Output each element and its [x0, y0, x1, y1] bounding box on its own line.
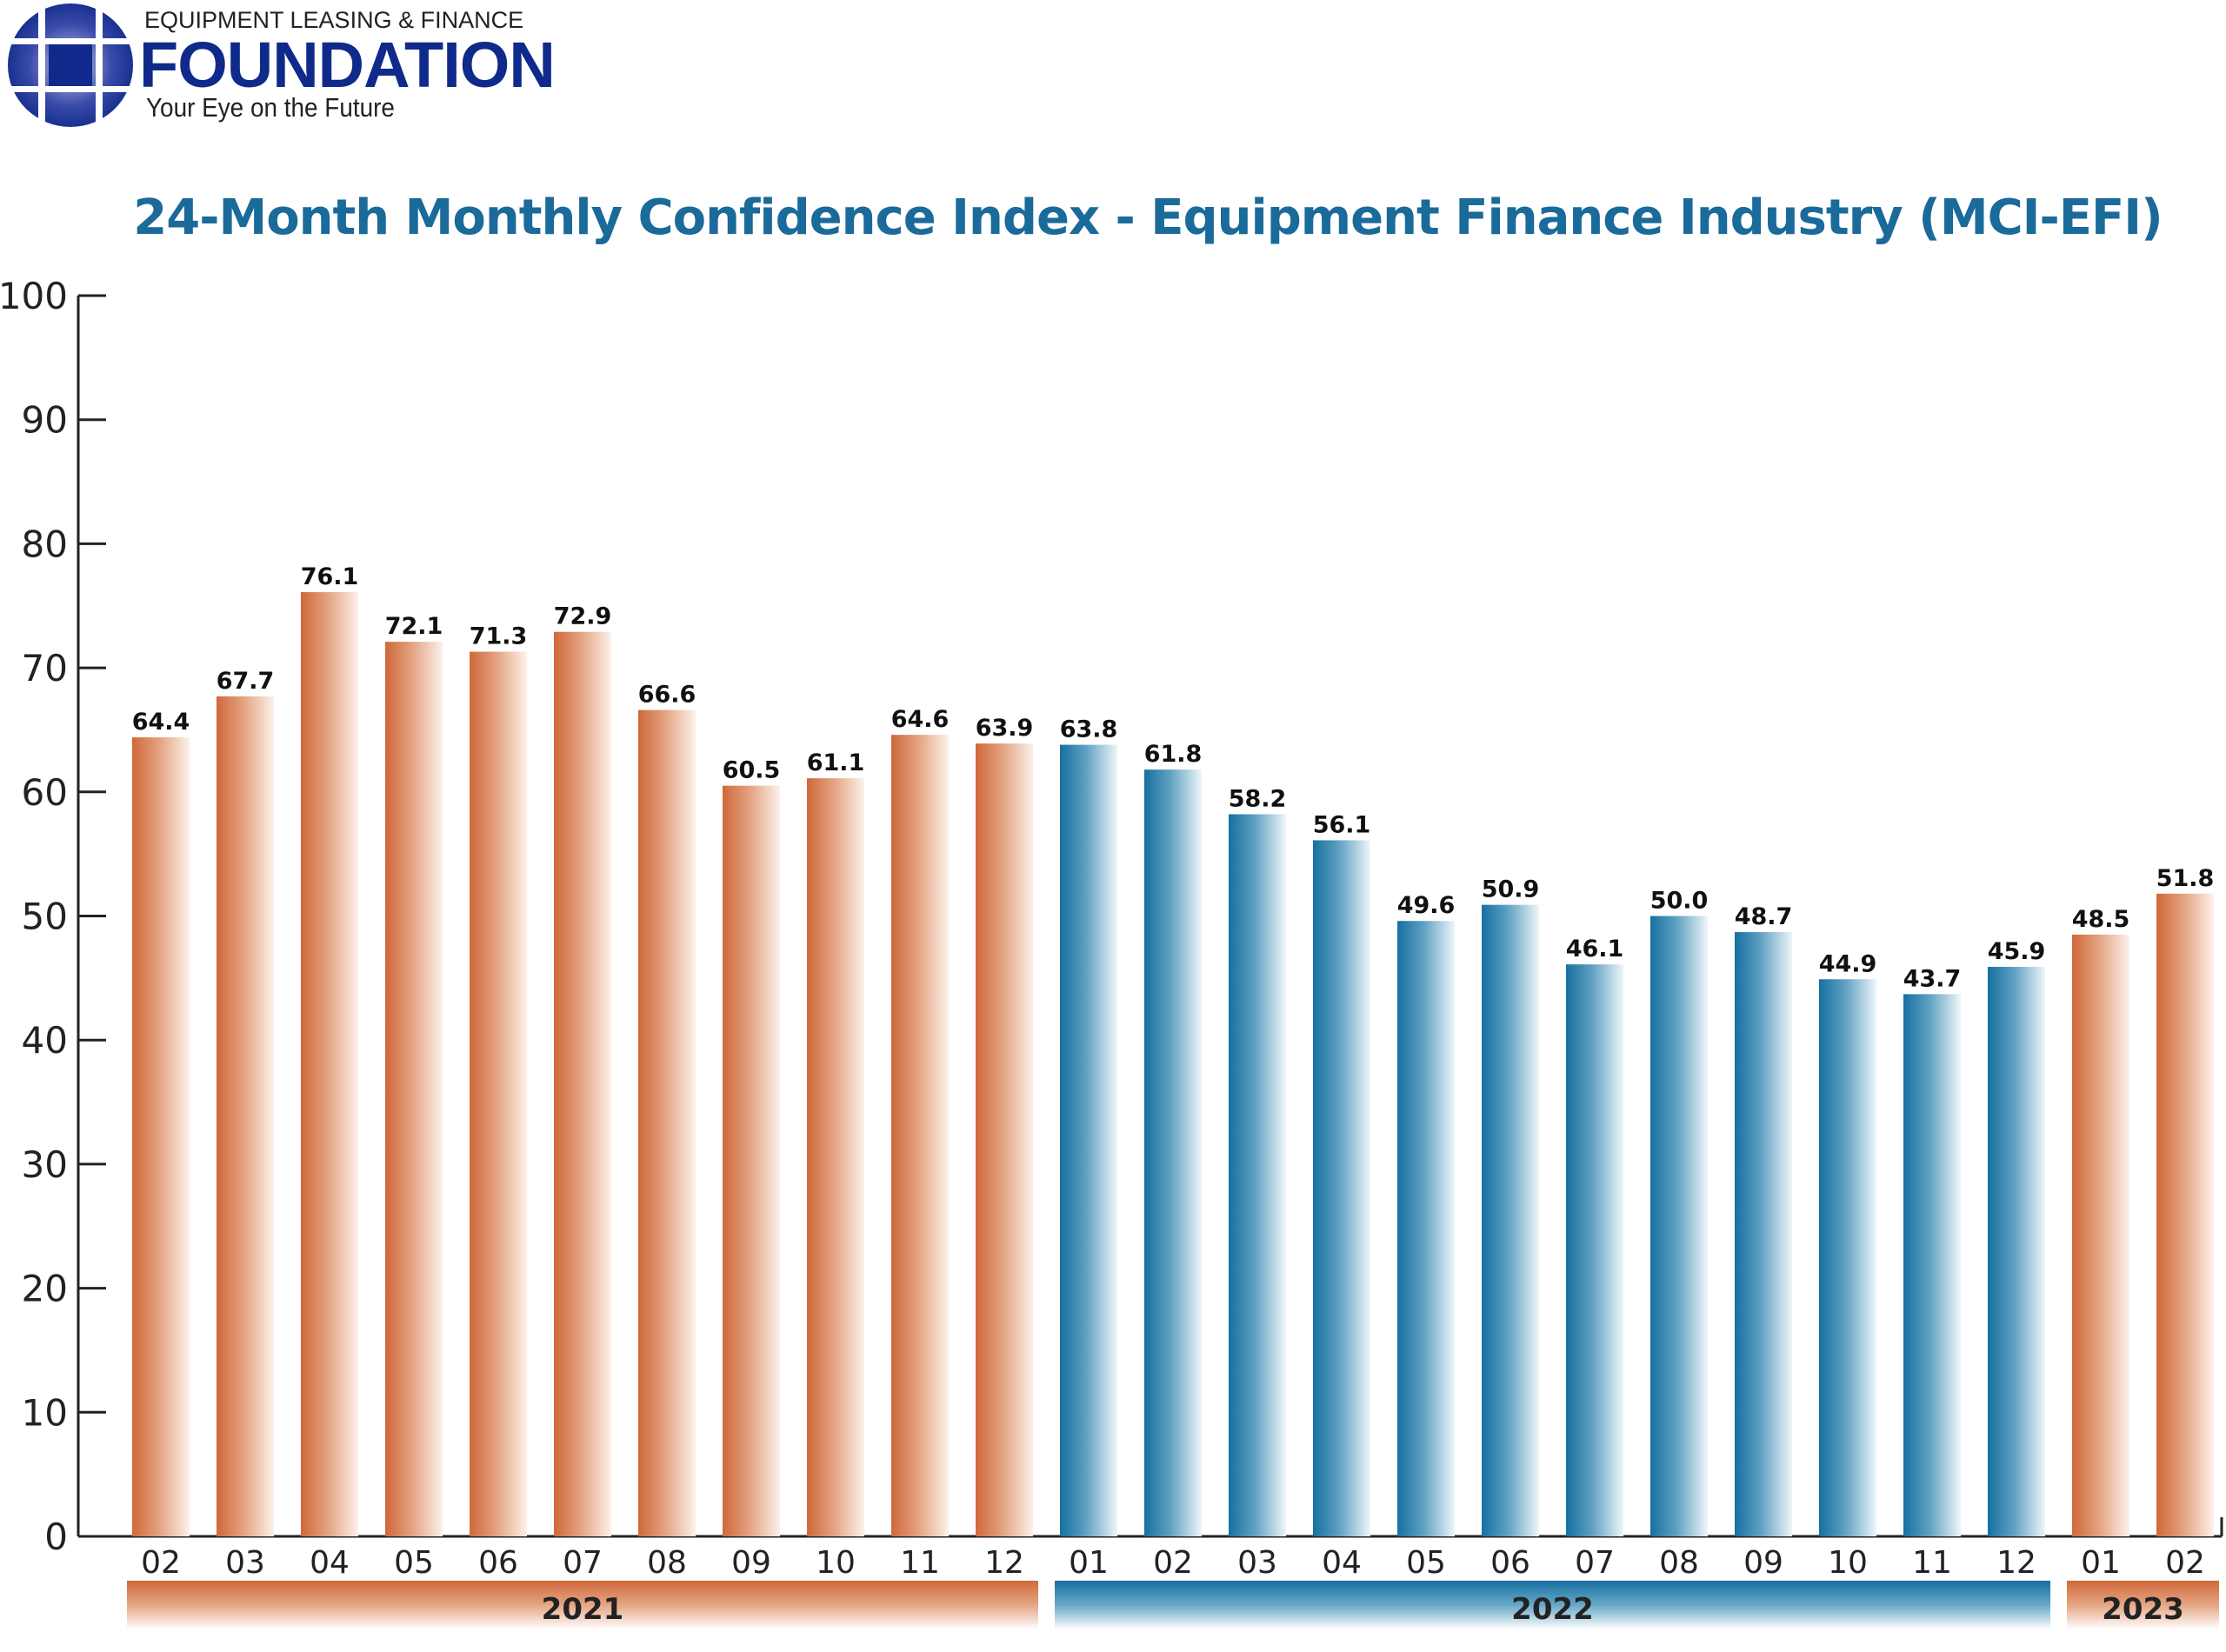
bar — [217, 696, 274, 1536]
x-tick-label: 05 — [394, 1545, 434, 1581]
y-tick-label: 30 — [22, 1143, 68, 1186]
x-tick-label: 08 — [1659, 1545, 1699, 1581]
x-tick-label: 04 — [1322, 1545, 1362, 1581]
bar — [132, 737, 190, 1536]
x-tick-label: 05 — [1406, 1545, 1446, 1581]
y-tick-label: 70 — [22, 647, 68, 689]
year-label: 2023 — [2102, 1592, 2184, 1627]
bar — [1650, 916, 1708, 1536]
x-tick-label: 12 — [1996, 1545, 2036, 1581]
y-tick-label: 50 — [22, 896, 68, 938]
y-tick-label: 60 — [22, 771, 68, 814]
data-label: 72.1 — [385, 613, 443, 640]
bar — [470, 651, 527, 1536]
data-label: 63.9 — [976, 715, 1034, 742]
logo-main-text: FOUNDATION — [139, 29, 556, 101]
y-tick-label: 10 — [22, 1391, 68, 1434]
logo-tagline: Your Eye on the Future — [146, 92, 395, 123]
x-tick-label: 04 — [310, 1545, 350, 1581]
bar — [2072, 934, 2129, 1536]
data-label: 49.6 — [1397, 892, 1456, 919]
x-tick-label: 11 — [1912, 1545, 1952, 1581]
data-label: 63.8 — [1060, 716, 1118, 743]
data-label: 56.1 — [1313, 811, 1371, 838]
x-tick-label: 06 — [1490, 1545, 1530, 1581]
chart-title: 24-Month Monthly Confidence Index - Equi… — [133, 190, 2163, 246]
data-label: 64.6 — [891, 706, 950, 733]
bar — [976, 743, 1033, 1536]
bar — [1144, 769, 1202, 1536]
bar — [891, 735, 949, 1536]
bar — [1060, 744, 1117, 1536]
bar — [1988, 967, 2045, 1536]
x-tick-label: 06 — [478, 1545, 518, 1581]
bar — [1819, 979, 1876, 1536]
x-tick-label: 10 — [1828, 1545, 1868, 1581]
data-label: 58.2 — [1229, 785, 1287, 812]
bar — [638, 709, 696, 1536]
x-tick-label: 02 — [2165, 1545, 2205, 1581]
y-tick-label: 40 — [22, 1019, 68, 1062]
year-band-2022 — [1055, 1581, 2050, 1629]
y-tick-label: 0 — [44, 1515, 68, 1558]
x-tick-label: 09 — [731, 1545, 771, 1581]
year-band-2023 — [2067, 1581, 2219, 1629]
x-tick-label: 02 — [1153, 1545, 1193, 1581]
data-label: 66.6 — [638, 682, 696, 709]
data-label: 76.1 — [301, 563, 359, 590]
y-tick-label: 90 — [22, 399, 68, 442]
bar — [807, 778, 864, 1536]
bar — [1482, 904, 1539, 1536]
x-tick-label: 08 — [647, 1545, 687, 1581]
data-label: 71.3 — [470, 623, 528, 650]
bar — [1566, 964, 1623, 1536]
bar — [385, 642, 443, 1536]
bar — [1735, 932, 1792, 1536]
data-label: 61.8 — [1144, 741, 1203, 768]
x-tick-label: 12 — [984, 1545, 1024, 1581]
data-label: 48.5 — [2072, 906, 2130, 933]
data-label: 45.9 — [1988, 938, 2046, 965]
x-tick-label: 07 — [563, 1545, 603, 1581]
bar — [2156, 893, 2214, 1536]
bar — [301, 592, 358, 1536]
data-label: 48.7 — [1735, 903, 1793, 930]
y-tick-label: 100 — [0, 275, 68, 317]
y-tick-label: 20 — [22, 1268, 68, 1310]
bar — [554, 631, 611, 1536]
data-label: 43.7 — [1903, 965, 1962, 992]
data-label: 44.9 — [1819, 950, 1877, 977]
foundation-logo: EQUIPMENT LEASING & FINANCE FOUNDATION Y… — [5, 2, 579, 132]
year-band-2021 — [127, 1581, 1038, 1629]
year-label: 2022 — [1511, 1592, 1594, 1627]
year-label: 2021 — [542, 1592, 624, 1627]
data-label: 51.8 — [2156, 865, 2215, 892]
data-label: 46.1 — [1566, 936, 1624, 963]
globe-grid-icon — [5, 2, 136, 132]
y-tick-label: 80 — [22, 523, 68, 565]
data-label: 61.1 — [807, 749, 865, 776]
x-tick-label: 02 — [141, 1545, 181, 1581]
bar — [723, 785, 780, 1536]
data-label: 50.0 — [1650, 888, 1709, 915]
data-label: 67.7 — [217, 668, 275, 695]
data-label: 64.4 — [132, 709, 190, 736]
bar — [1903, 994, 1961, 1536]
data-label: 60.5 — [723, 757, 781, 784]
x-tick-label: 10 — [816, 1545, 856, 1581]
data-label: 50.9 — [1482, 876, 1540, 903]
logo-top-text: EQUIPMENT LEASING & FINANCE — [144, 7, 524, 33]
x-tick-label: 01 — [2081, 1545, 2121, 1581]
x-tick-label: 03 — [225, 1545, 265, 1581]
x-tick-label: 03 — [1237, 1545, 1277, 1581]
x-tick-label: 07 — [1575, 1545, 1615, 1581]
data-label: 72.9 — [554, 603, 612, 630]
bar — [1229, 814, 1286, 1536]
x-tick-label: 09 — [1743, 1545, 1783, 1581]
bar — [1313, 840, 1370, 1536]
bar — [1397, 921, 1455, 1536]
x-tick-label: 01 — [1069, 1545, 1109, 1581]
x-tick-label: 11 — [900, 1545, 940, 1581]
